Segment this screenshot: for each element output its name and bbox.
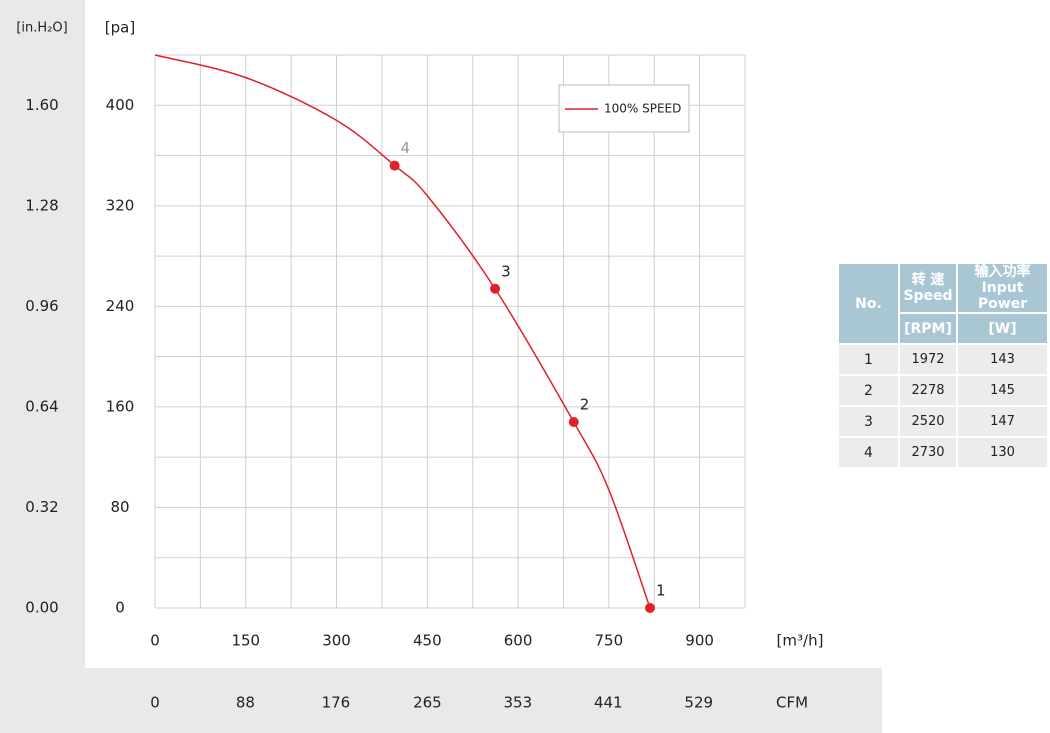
table-cell: 1972 <box>898 343 958 376</box>
x-axis-label: [m³/h] <box>777 632 824 650</box>
x2-tick-label: 0 <box>150 694 160 712</box>
y-tick-label: 80 <box>110 498 129 516</box>
x2-tick-label: 441 <box>594 694 623 712</box>
y2-tick-label: 0.96 <box>25 297 58 315</box>
spec-table: No. 转 速 Speed 输入功率 Input Power [RPM] [W] 1… <box>837 262 1049 469</box>
header-text: 转 速 <box>911 272 945 288</box>
table-cell: 143 <box>956 343 1049 376</box>
x2-tick-label: 529 <box>684 694 713 712</box>
x-tick-label: 450 <box>413 632 442 650</box>
point <box>644 603 655 613</box>
y-tick-label: 320 <box>106 196 135 214</box>
table-cell: 2 <box>837 374 900 407</box>
y2-tick-label: 1.28 <box>25 196 58 214</box>
x2-tick-label: 265 <box>413 694 442 712</box>
bottom-panel <box>0 668 882 733</box>
x2-tick-label: 353 <box>504 694 533 712</box>
y2-tick-label: 0.00 <box>25 599 58 617</box>
y-tick-label: 0 <box>115 599 125 617</box>
header-unit: [RPM] <box>898 312 958 345</box>
table-cell: 2520 <box>898 405 958 438</box>
header-unit: [W] <box>956 312 1049 345</box>
header-power: 输入功率 Input Power <box>956 262 1049 314</box>
point-label: 4 <box>401 139 411 157</box>
x2-tick-label: 88 <box>236 694 255 712</box>
x-tick-label: 750 <box>595 632 624 650</box>
y-tick-label: 240 <box>106 297 135 315</box>
x-tick-label: 150 <box>231 632 260 650</box>
point <box>568 416 579 427</box>
table-row: 4 2730 130 <box>837 436 1049 469</box>
x-tick-label: 0 <box>150 632 160 650</box>
table-cell: 145 <box>956 374 1049 407</box>
left-panel <box>0 0 85 733</box>
y-tick-label: 160 <box>106 397 135 415</box>
header-speed: 转 速 Speed <box>898 262 958 314</box>
header-text: 输入功率 <box>974 264 1031 280</box>
y2-tick-label: 1.60 <box>25 96 58 114</box>
y2-tick-label: 0.64 <box>25 397 58 415</box>
table-row: 1 1972 143 <box>837 343 1049 376</box>
table-cell: 147 <box>956 405 1049 438</box>
curve <box>154 54 651 609</box>
point-label: 2 <box>580 395 590 413</box>
x-tick-label: 600 <box>504 632 533 650</box>
point-label: 1 <box>656 582 666 600</box>
header-text: Input Power <box>977 280 1028 312</box>
table-cell: 2730 <box>898 436 958 469</box>
y-tick-label: 400 <box>106 96 135 114</box>
header-no: No. <box>837 262 900 345</box>
table-cell: 1 <box>837 343 900 376</box>
table-cell: 130 <box>956 436 1049 469</box>
x-tick-label: 300 <box>322 632 351 650</box>
table-cell: 4 <box>837 436 900 469</box>
x-tick-label: 900 <box>685 632 714 650</box>
x2-axis-label: CFM <box>776 694 808 712</box>
point <box>490 283 501 294</box>
header-text: Speed <box>903 288 953 304</box>
y2-tick-label: 0.32 <box>25 498 58 516</box>
table-cell: 3 <box>837 405 900 438</box>
y-axis-label: [pa] <box>105 19 135 37</box>
table-row: 2 2278 145 <box>837 374 1049 407</box>
point-label: 3 <box>501 262 511 280</box>
point <box>389 160 400 171</box>
x2-tick-label: 176 <box>322 694 351 712</box>
legend-label: 100% SPEED <box>604 102 681 116</box>
table-cell: 2278 <box>898 374 958 407</box>
table-row: 3 2520 147 <box>837 405 1049 438</box>
y2-axis-label: [in.H₂O] <box>16 21 67 36</box>
